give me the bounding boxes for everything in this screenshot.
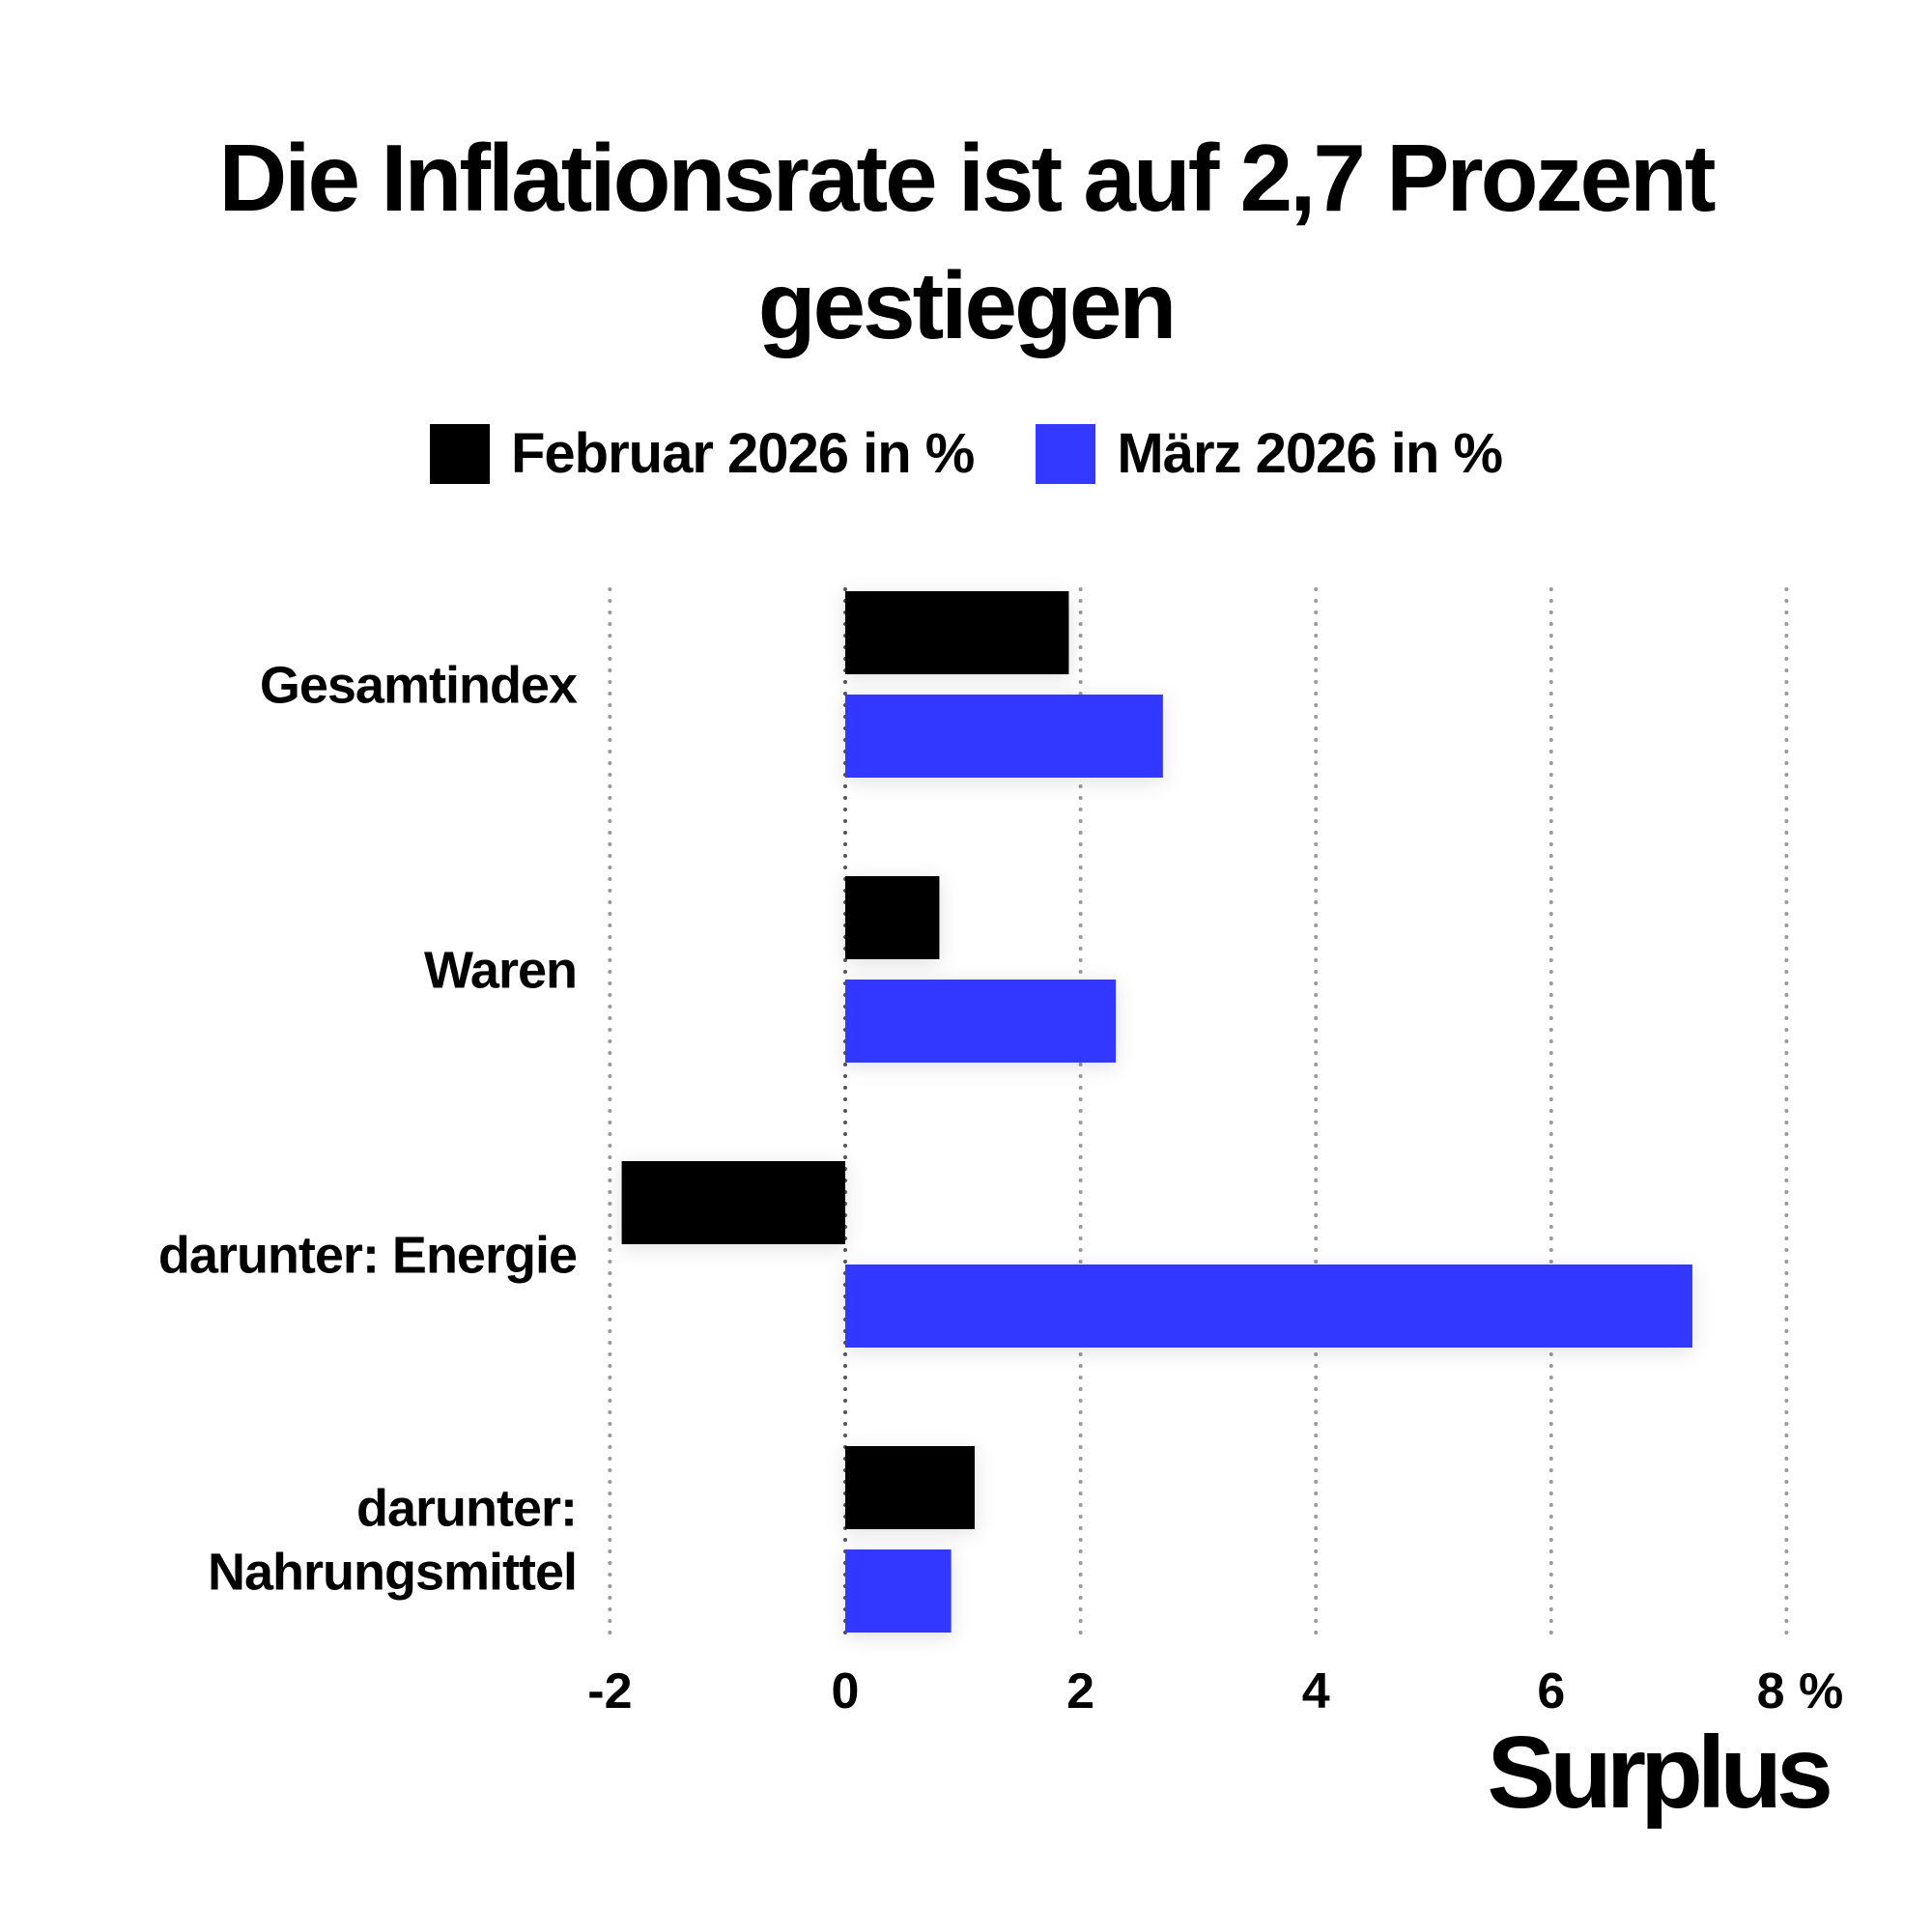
title-line: Die Inflationsrate ist auf 2,7 Prozent [218, 125, 1717, 231]
category-label: Waren [424, 942, 577, 1000]
x-tick-label: 4 [1302, 1663, 1330, 1719]
x-tick-label: 2 [1066, 1663, 1094, 1719]
category-label: Nahrungsmittel [208, 1544, 577, 1602]
x-tick-label: 0 [832, 1663, 860, 1719]
bar-march [845, 1549, 952, 1633]
bar-march [845, 980, 1117, 1063]
bar-february [845, 591, 1069, 674]
category-label: darunter: [356, 1480, 577, 1538]
chart-title: Die Inflationsrate ist auf 2,7 Prozent g… [0, 114, 1932, 369]
legend-label: Februar 2026 in % [510, 422, 975, 485]
legend: Februar 2026 in % März 2026 in % [0, 421, 1932, 486]
title-line: gestiegen [757, 252, 1177, 358]
category-label: darunter: Energie [158, 1227, 577, 1285]
category-label: Gesamtindex [260, 657, 578, 715]
bar-february [621, 1161, 845, 1244]
x-tick-label: 6 [1537, 1663, 1565, 1719]
bar-february [845, 1446, 975, 1529]
legend-label: März 2026 in % [1117, 422, 1503, 485]
bar-february [845, 876, 940, 959]
legend-swatch-march [1036, 423, 1096, 484]
x-tick-label: -2 [587, 1663, 632, 1719]
bar-march [845, 695, 1163, 778]
surplus-logo: Surplus [1487, 1716, 1833, 1830]
legend-item-february: Februar 2026 in % [429, 421, 975, 486]
legend-swatch-february [429, 423, 490, 484]
x-tick-label: 8 % [1757, 1663, 1844, 1719]
legend-item-march: März 2026 in % [1036, 421, 1503, 486]
bar-march [845, 1264, 1692, 1348]
